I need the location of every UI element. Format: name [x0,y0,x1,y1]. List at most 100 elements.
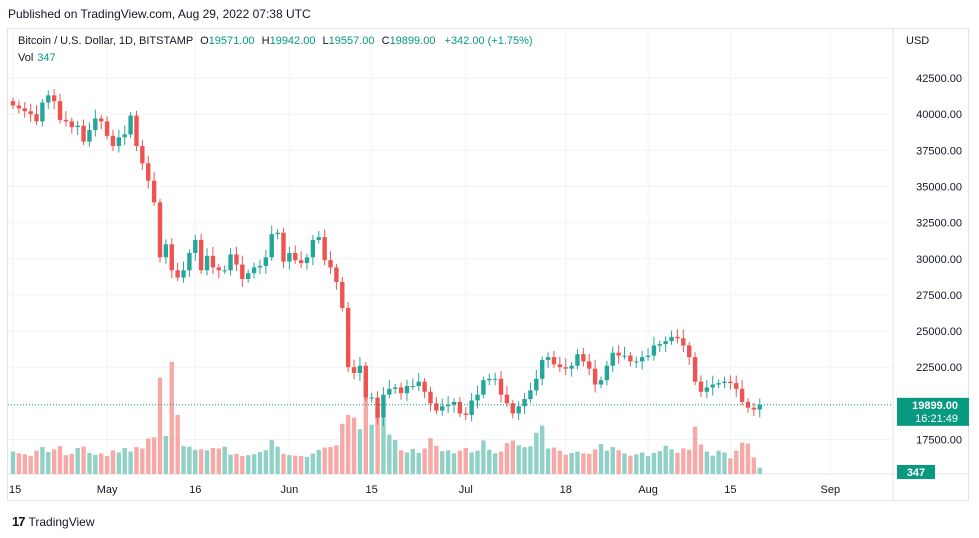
candle-body [604,365,610,381]
candle-body [487,378,492,381]
y-tick-label-0: 42500.00 [916,73,962,85]
candle-body [146,163,151,181]
candle-body [704,387,710,392]
brand-name: TradingView [28,514,95,529]
volume-bar [246,455,251,474]
ohlc-legend: Bitcoin / U.S. Dollar, 1D, BITSTAMP O195… [18,35,533,47]
candle-body [522,399,527,407]
volume-bar [381,418,386,474]
candle-body [469,400,474,415]
volume-bar [234,453,239,474]
volume-bar [687,449,692,474]
volume-bar [128,451,133,474]
y-tick-label-2: 37500.00 [916,145,962,157]
volume-bar [669,449,674,474]
volume-bar [463,448,468,474]
candle-body [257,265,263,268]
close-label: C [381,35,390,47]
volume-bar [592,449,598,474]
time-axis: 15 May 16 Jun 15 Jul 18 Aug 15 Sep [9,484,840,496]
candle-body [87,130,92,142]
candle-body [298,260,304,264]
volume-bar [157,377,163,474]
volume-bar [757,467,762,474]
volume-bar [751,457,757,474]
volume-bar [181,446,186,474]
candle-body [575,354,580,366]
candle-body [246,273,251,279]
volume-bar [628,455,633,474]
y-tick-label-1: 40000.00 [916,109,962,121]
x-tick-label-5: Jul [459,484,473,496]
x-tick-label-3: Jun [280,484,298,496]
candle-body [151,180,157,203]
candle-body [422,381,427,392]
candle-body [81,125,86,142]
candle-body [110,135,116,146]
candle-body [228,254,233,271]
volume-bar [716,450,721,474]
volume-bar [434,445,439,474]
volume-bar [551,447,557,474]
volume-bar [22,454,27,474]
volume-bar [169,362,174,474]
candle-body [93,118,98,131]
candle-body [263,257,269,266]
candle-body [404,385,410,394]
volume-bar [175,414,180,474]
volume-bar [163,435,169,474]
price-axis: 42500.00 40000.00 37500.00 35000.00 32500.00… [897,73,969,479]
volume-bar [622,453,627,474]
x-tick-label-4: 15 [366,484,378,496]
candle-body [651,345,657,356]
open-value: 19571.00 [208,35,255,47]
candle-body [716,383,721,385]
volume-bar [422,448,427,474]
y-tick-label-5: 30000.00 [916,254,962,266]
candle-body [193,239,198,253]
footer-brand[interactable]: 17 TradingView [12,514,95,529]
candle-body [187,252,192,271]
volume-bar [404,452,410,474]
high-label: H [261,35,270,47]
candles [10,89,762,426]
volume-bar [451,453,457,474]
chart-frame [7,28,969,501]
candle-body [134,115,139,146]
volume-bar [263,450,269,474]
candle-body [375,397,380,418]
volume-bar [204,450,210,474]
volume-bar [587,453,592,474]
volume-bar [598,443,604,474]
volume-bar [151,437,157,474]
volume-bar [393,439,398,474]
candle-body [140,145,145,164]
candle-body [351,367,357,373]
volume-bar [481,440,486,474]
candle-body [475,394,480,401]
volume-bar [681,448,686,474]
candle-body [710,384,715,388]
candle-body [492,378,498,380]
candle-body [687,345,692,358]
volume-bar [87,452,92,474]
volume-bar [222,446,227,474]
candle-body [316,237,321,240]
candle-body [434,403,439,411]
volume-bar [293,455,298,474]
volume-legend: Vol 347 [18,52,56,64]
candle-body [340,281,345,308]
candle-body [293,252,298,261]
candle-body [287,252,292,262]
candle-body [645,355,651,358]
volume-bars [10,362,762,474]
published-caption: Published on TradingView.com, Aug 29, 20… [8,7,311,21]
volume-bar [516,445,521,474]
volume-bar [440,451,445,474]
volume-bar [534,432,539,474]
candle-body [75,125,80,128]
y-tick-label-4: 32500.00 [916,218,962,230]
volume-bar [645,456,651,474]
candle-body [240,264,245,279]
